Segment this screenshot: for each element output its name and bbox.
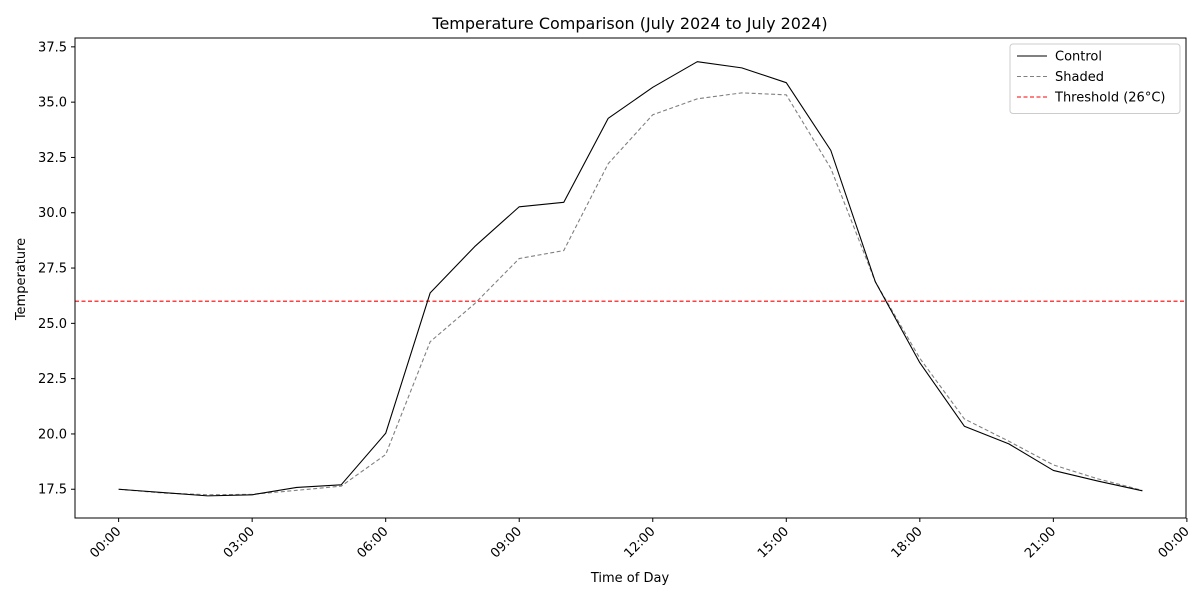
- x-tick-label: 15:00: [755, 524, 792, 561]
- x-tick-label: 00:00: [87, 524, 124, 561]
- y-tick-label: 25.0: [38, 317, 67, 332]
- y-tick-label: 27.5: [38, 262, 67, 277]
- series-line-shaded: [118, 92, 1143, 496]
- legend: Control Shaded Threshold (26°C): [1009, 43, 1181, 114]
- series-line-control: [118, 61, 1143, 497]
- legend-label: Shaded: [1055, 70, 1104, 85]
- y-tick-label: 17.5: [38, 483, 67, 498]
- chart-title: Temperature Comparison (July 2024 to Jul…: [431, 14, 827, 33]
- x-tick-label: 00:00: [1156, 524, 1193, 561]
- y-tick-label: 32.5: [38, 151, 67, 166]
- x-tick-label: 21:00: [1022, 524, 1059, 561]
- legend-label: Control: [1055, 50, 1102, 65]
- x-tick-label: 09:00: [488, 524, 525, 561]
- y-tick-label: 37.5: [38, 40, 67, 55]
- x-tick-label: 03:00: [221, 524, 258, 561]
- x-tick-label: 06:00: [354, 524, 391, 561]
- legend-label: Threshold (26°C): [1054, 91, 1165, 106]
- y-tick-label: 30.0: [38, 206, 67, 221]
- axes-frame: [74, 37, 1187, 519]
- x-tick-label: 12:00: [621, 524, 658, 561]
- y-tick-label: 35.0: [38, 96, 67, 111]
- x-axis-label: Time of Day: [590, 571, 670, 586]
- y-axis-label: Temperature: [14, 238, 29, 321]
- y-tick-label: 20.0: [38, 427, 67, 442]
- legend-box: [1009, 43, 1181, 114]
- x-tick-label: 18:00: [889, 524, 926, 561]
- y-tick-label: 22.5: [38, 372, 67, 387]
- plot-area: [75, 61, 1186, 497]
